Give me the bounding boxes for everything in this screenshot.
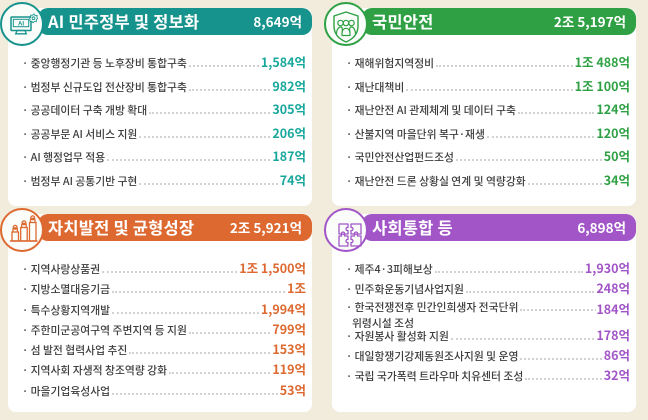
svg-text:AI: AI (18, 22, 24, 28)
